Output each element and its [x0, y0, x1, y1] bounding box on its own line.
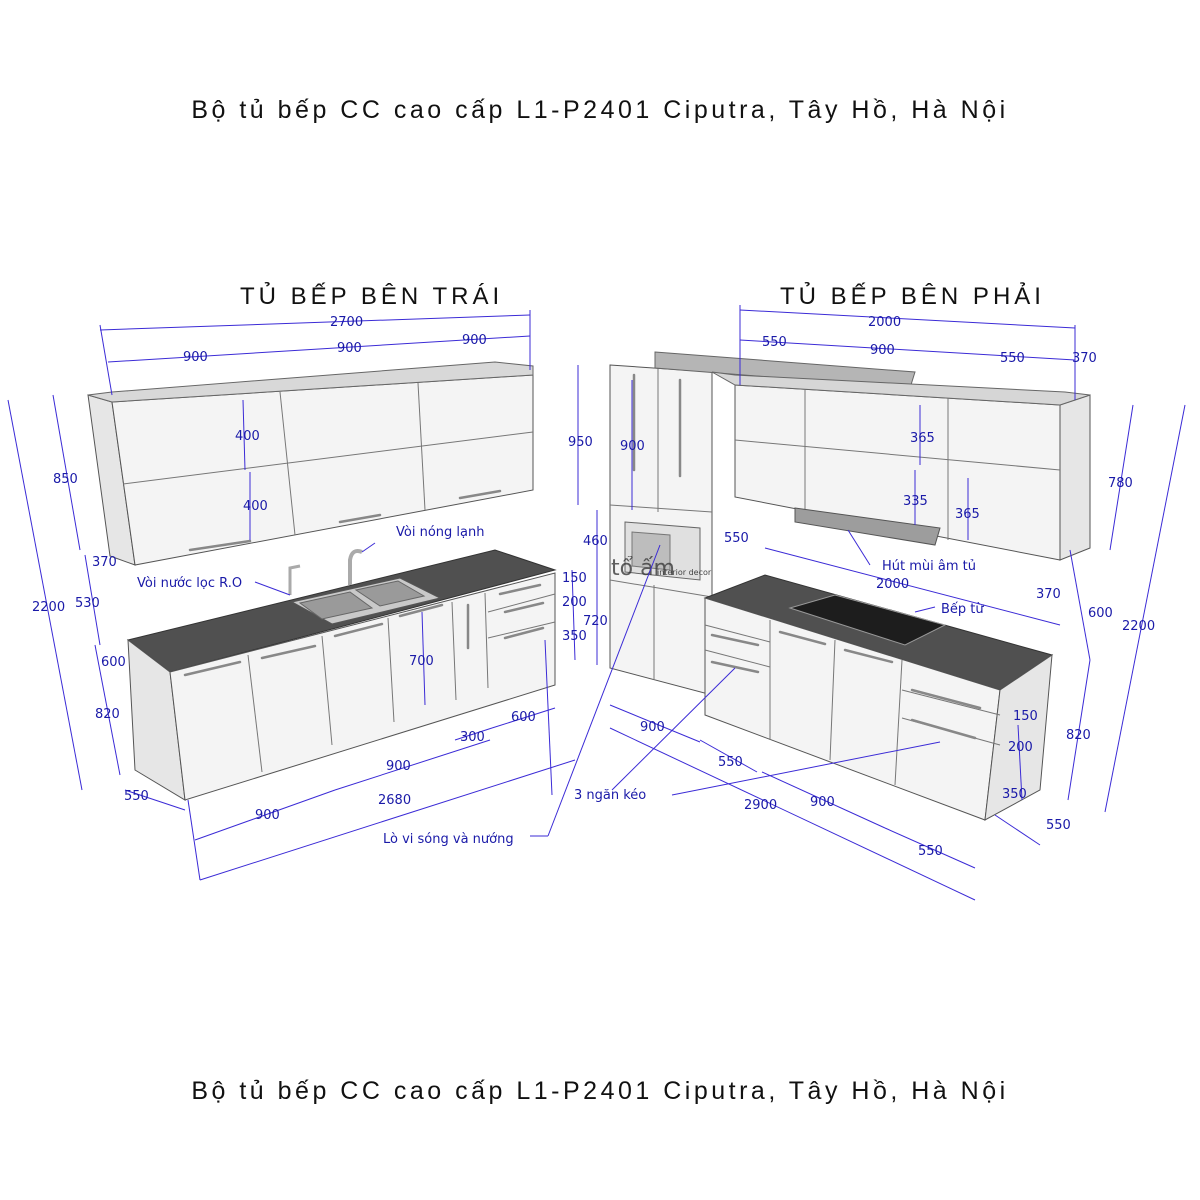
dim-left-upper-total: 2700 — [330, 315, 363, 330]
dim-right-900-tall: 900 — [620, 439, 645, 454]
dim-right-base-900a: 900 — [640, 720, 665, 735]
left-base-cabinets — [169, 572, 556, 801]
dim-right-upper-total: 2000 — [868, 315, 901, 330]
dim-right-2900: 2900 — [744, 798, 777, 813]
dim-right-base-550b: 550 — [918, 844, 943, 859]
dim-right-drawer-350: 350 — [1002, 787, 1027, 802]
dim-left-upper-b: 900 — [337, 341, 362, 356]
dim-left-600b: 600 — [511, 710, 536, 725]
dim-left-door-top: 400 — [235, 429, 260, 444]
ro-faucet-icon — [288, 564, 301, 595]
right-dimension-text: 2000 550 900 550 370 950 900 460 720 550… — [383, 315, 1155, 859]
dim-left-2200: 2200 — [32, 600, 65, 615]
label-three-drawers: 3 ngăn kéo — [574, 788, 646, 803]
label-ro-tap: Vòi nước lọc R.O — [137, 576, 242, 591]
brand-logo: tổ ấm — [611, 556, 675, 581]
dim-left-door-bot: 400 — [243, 499, 268, 514]
dim-left-550: 550 — [124, 789, 149, 804]
dim-left-600: 600 — [101, 655, 126, 670]
dim-right-drawer-200: 200 — [1008, 740, 1033, 755]
dim-right-2000-counter: 2000 — [876, 577, 909, 592]
dim-left-2680: 2680 — [378, 793, 411, 808]
dim-left-drawer-350: 350 — [562, 629, 587, 644]
dim-right-370-top: 370 — [1072, 351, 1097, 366]
dim-left-drawer-150: 150 — [562, 571, 587, 586]
dim-left-370: 370 — [92, 555, 117, 570]
brand-logo-subtext: interior decor — [657, 568, 712, 577]
dim-right-550-depth: 550 — [1046, 818, 1071, 833]
dim-left-upper-a: 900 — [183, 350, 208, 365]
dim-right-600: 600 — [1088, 606, 1113, 621]
dim-left-820: 820 — [95, 707, 120, 722]
induction-hob — [788, 594, 947, 646]
dim-left-530: 530 — [75, 596, 100, 611]
hot-cold-faucet-icon — [348, 549, 363, 585]
dim-right-780: 780 — [1108, 476, 1133, 491]
dim-left-base-900b: 900 — [386, 759, 411, 774]
left-kitchen-drawing — [87, 361, 557, 801]
left-dimension-text: 2700 900 900 900 400 400 850 370 530 220… — [32, 315, 587, 823]
dim-left-300: 300 — [460, 730, 485, 745]
dim-right-335: 335 — [903, 494, 928, 509]
label-microwave: Lò vi sóng và nướng — [383, 832, 514, 847]
dim-right-370-bot: 370 — [1036, 587, 1061, 602]
page-title-top: Bộ tủ bếp CC cao cấp L1-P2401 Ciputra, T… — [191, 96, 1009, 124]
label-hob: Bếp từ — [941, 602, 984, 617]
dim-right-460: 460 — [583, 534, 608, 549]
dim-right-365a: 365 — [910, 431, 935, 446]
left-dimension-lines — [7, 310, 576, 881]
dim-left-base-900a: 900 — [255, 808, 280, 823]
dim-right-base-550a: 550 — [718, 755, 743, 770]
dim-right-drawer-150: 150 — [1013, 709, 1038, 724]
dim-right-base-900b: 900 — [810, 795, 835, 810]
right-upper-top — [711, 371, 1091, 406]
dim-right-820: 820 — [1066, 728, 1091, 743]
dim-right-2200: 2200 — [1122, 619, 1155, 634]
dim-right-upper-c: 550 — [1000, 351, 1025, 366]
dim-right-upper-b: 900 — [870, 343, 895, 358]
range-hood — [794, 507, 941, 546]
dim-left-700: 700 — [409, 654, 434, 669]
right-dimension-lines — [530, 305, 1186, 901]
dim-left-850: 850 — [53, 472, 78, 487]
dim-left-drawer-200: 200 — [562, 595, 587, 610]
label-hood: Hút mùi âm tủ — [882, 559, 976, 574]
right-upper-side — [1059, 394, 1091, 561]
dim-right-950: 950 — [568, 435, 593, 450]
left-kitchen-title: TỦ BẾP BÊN TRÁI — [240, 283, 504, 310]
label-hot-cold-tap: Vòi nóng lạnh — [396, 525, 484, 540]
dim-right-365b: 365 — [955, 507, 980, 522]
dim-left-upper-c: 900 — [462, 333, 487, 348]
right-kitchen-title: TỦ BẾP BÊN PHẢI — [780, 283, 1045, 310]
left-upper-top — [87, 361, 534, 403]
dim-right-upper-a: 550 — [762, 335, 787, 350]
dim-right-550-mw: 550 — [724, 531, 749, 546]
page-title-bottom: Bộ tủ bếp CC cao cấp L1-P2401 Ciputra, T… — [191, 1077, 1009, 1105]
dim-right-720: 720 — [583, 614, 608, 629]
